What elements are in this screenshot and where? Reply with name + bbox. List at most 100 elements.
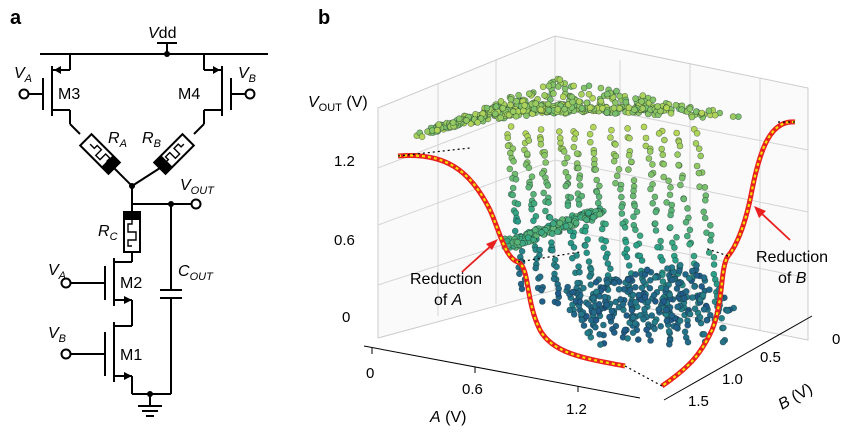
scatter-point <box>576 298 584 306</box>
vb-top-label: VB <box>238 65 256 85</box>
scatter-point <box>504 142 512 150</box>
scatter-point <box>688 267 696 275</box>
scatter-point <box>671 244 678 251</box>
scatter-point <box>649 96 657 104</box>
scatter-point <box>641 305 648 313</box>
scatter-point <box>659 278 667 285</box>
annotation-b-line1: Reduction <box>756 249 828 266</box>
scatter-point <box>619 301 627 308</box>
scatter-point <box>710 253 718 261</box>
scatter-point <box>509 184 517 192</box>
scatter-point <box>530 191 537 198</box>
scatter-point <box>660 160 668 168</box>
scatter-point <box>507 96 515 103</box>
scatter-point <box>690 252 698 260</box>
scatter-point <box>585 209 592 217</box>
scatter-point <box>578 310 585 318</box>
scatter-point <box>647 171 655 178</box>
panel-a-circuit: a Vdd M3 VA <box>10 7 268 417</box>
scatter-point <box>583 216 590 224</box>
panel-b-label: b <box>318 7 330 29</box>
scatter-point <box>618 203 626 211</box>
scatter-point <box>455 115 463 122</box>
ra-label: RA <box>108 130 127 150</box>
scatter-point <box>647 337 654 344</box>
scatter-point <box>607 265 614 273</box>
scatter-point <box>586 273 594 280</box>
scatter-point <box>568 254 576 262</box>
scatter-point <box>606 313 614 321</box>
scatter-point <box>701 184 709 191</box>
scatter-point <box>652 208 660 216</box>
scatter-point <box>663 199 670 206</box>
scatter-point <box>623 253 631 261</box>
scatter-point <box>652 227 660 234</box>
scatter-point <box>647 185 654 193</box>
scatter-point <box>658 145 666 153</box>
scatter-point <box>651 274 659 281</box>
b-tick-0: 0 <box>832 331 840 348</box>
z-tick-1.2: 1.2 <box>334 153 355 170</box>
scatter-point <box>554 228 561 235</box>
scatter-point <box>589 294 597 302</box>
scatter-point <box>621 224 629 231</box>
scatter-point <box>615 166 623 173</box>
scatter-point <box>550 220 557 227</box>
scatter-point <box>592 323 599 331</box>
scatter-point <box>593 176 601 184</box>
scatter-point <box>608 126 615 134</box>
scatter-point <box>663 306 670 314</box>
scatter-point <box>597 97 605 105</box>
scatter-point <box>667 110 675 117</box>
scatter-point <box>610 104 618 112</box>
scatter-point <box>578 91 585 98</box>
scatter-point <box>603 109 611 116</box>
scatter-point <box>550 275 558 283</box>
scatter-point <box>564 174 572 181</box>
scatter-point <box>631 283 639 291</box>
curve-reduction-b-inner <box>661 120 796 387</box>
z-axis: VOUT (V) 1.2 0.6 0 <box>308 94 368 326</box>
scatter-point <box>620 306 627 314</box>
scatter-point <box>682 219 690 226</box>
annotation-a-line1: Reduction <box>410 271 482 288</box>
scatter-point <box>515 91 522 99</box>
scatter-point <box>695 145 703 152</box>
scatter-point <box>592 278 600 286</box>
scatter-point <box>528 173 536 180</box>
scatter-point <box>582 242 589 249</box>
scatter-point <box>594 199 602 207</box>
scatter-point <box>666 191 674 199</box>
scatter-point <box>509 191 517 199</box>
scatter-point <box>706 222 714 229</box>
scatter-point <box>675 267 683 275</box>
scatter-point <box>676 261 684 269</box>
scatter-point <box>510 158 517 165</box>
scatter-point <box>655 130 663 137</box>
scatter-point <box>626 134 633 142</box>
scatter-point <box>576 175 583 182</box>
scatter-point <box>719 338 727 346</box>
scatter-point <box>665 177 672 185</box>
memristor-rc: RC <box>98 204 141 262</box>
scatter-point <box>657 284 665 292</box>
scatter-point <box>684 205 691 212</box>
scatter-point <box>601 293 609 301</box>
scatter-point <box>572 219 580 227</box>
scatter-point <box>654 103 661 110</box>
scatter-point <box>491 110 499 118</box>
scatter-point <box>703 316 711 324</box>
scatter-point <box>665 340 673 348</box>
scatter-point <box>689 294 696 301</box>
transistor-m3: M3 VA <box>14 54 80 124</box>
vdd-rail: Vdd <box>40 25 268 57</box>
scatter-point <box>583 99 591 107</box>
dotted-guides <box>397 121 795 387</box>
b-axis-label: B (V) <box>776 381 816 414</box>
scatter-point <box>514 218 522 225</box>
scatter-point <box>537 126 545 133</box>
scatter-point <box>564 202 572 209</box>
scatter-point <box>682 288 690 295</box>
scatter-point <box>639 92 647 99</box>
